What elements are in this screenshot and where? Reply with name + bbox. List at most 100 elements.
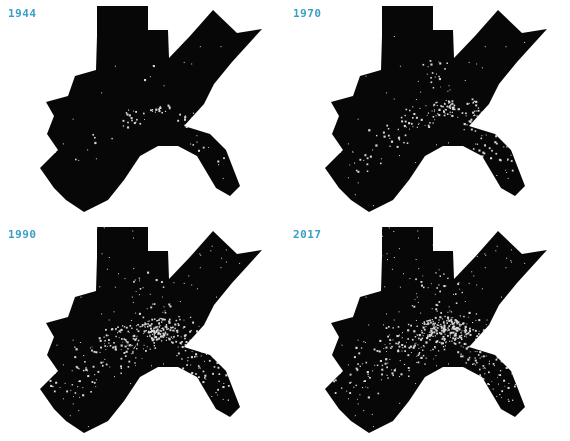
urban-cell [386,327,388,329]
settlement-dot [344,433,345,434]
urban-cell [483,378,485,380]
settlement-dot [133,302,134,303]
urban-cell [203,381,204,382]
urban-cell [385,363,387,365]
settlement-dot [201,356,202,357]
urban-cell [147,272,149,274]
settlement-dot [448,142,449,143]
urban-cell [491,381,492,382]
urban-cell [174,328,176,330]
urban-cell [126,327,128,329]
urban-cell [187,357,188,358]
settlement-dot [373,426,374,427]
urban-cell [149,335,150,336]
urban-cell [206,379,207,380]
urban-cell [154,318,156,320]
urban-cell [479,116,481,118]
map-panel-1970: 1970 [285,0,570,220]
urban-cell [134,362,135,363]
urban-cell [139,279,140,280]
urban-cell [442,106,444,108]
urban-cell [95,386,96,387]
urban-cell [444,115,446,117]
urban-cell [435,317,437,319]
urban-cell [191,119,192,120]
settlement-dot [400,66,401,67]
urban-cell [165,331,166,332]
urban-cell [501,390,503,392]
urban-cell [505,170,506,171]
settlement-dot [188,275,189,276]
urban-cell [147,346,148,347]
settlement-dot [351,89,352,90]
settlement-dot [71,239,72,240]
urban-cell [423,345,424,346]
urban-cell [451,317,452,318]
urban-cell [100,340,102,342]
urban-cell [119,337,120,338]
settlement-dot [145,415,146,416]
urban-cell [427,335,428,336]
urban-cell [402,337,403,338]
urban-cell [408,367,410,369]
urban-cell [115,329,116,330]
settlement-dot [475,320,476,321]
urban-cell [478,108,479,109]
settlement-dot [417,297,418,298]
urban-cell [354,163,355,164]
urban-cell [124,338,126,340]
urban-cell [184,370,186,372]
settlement-dot [165,310,166,311]
settlement-dot [462,383,463,384]
urban-cell [379,351,381,353]
settlement-dot [372,370,373,371]
urban-cell [460,354,461,355]
urban-cell [177,335,179,337]
urban-cell [447,63,449,65]
urban-cell [109,340,110,341]
urban-cell [379,340,381,342]
settlement-dot [367,23,368,24]
settlement-dot [162,312,163,313]
urban-cell [403,142,405,144]
settlement-dot [482,67,483,68]
settlement-dot [393,231,394,232]
settlement-dot [239,263,240,264]
urban-cell [475,340,477,342]
urban-cell [192,342,194,344]
urban-cell [218,164,219,165]
settlement-dot [520,337,521,338]
urban-cell [381,369,383,371]
urban-cell [392,372,394,374]
urban-cell [497,357,499,359]
urban-cell [133,338,135,340]
urban-cell [405,115,406,116]
settlement-dot [360,253,361,254]
urban-cell [126,112,128,114]
settlement-dot [348,398,349,399]
urban-cell [419,123,420,124]
urban-cell [443,322,445,324]
map-panel-1990: 1990 [0,221,285,441]
settlement-dot [185,256,186,257]
urban-cell [366,362,368,364]
urban-cell [72,384,73,385]
urban-cell [431,328,432,329]
urban-cell [439,342,440,343]
urban-cell [429,332,430,333]
settlement-dot [336,313,337,314]
urban-cell [189,331,191,333]
urban-cell [226,374,227,375]
urban-cell [190,345,191,346]
urban-cell [465,328,466,329]
urban-cell [426,320,428,322]
urban-cell [90,348,91,349]
urban-cell [428,113,429,114]
settlement-dot [173,282,174,283]
urban-cell [415,299,416,300]
urban-cell [467,333,469,335]
urban-cell [174,324,176,326]
urban-cell [424,321,426,323]
settlement-dot [463,347,464,348]
settlement-dot [133,268,134,269]
